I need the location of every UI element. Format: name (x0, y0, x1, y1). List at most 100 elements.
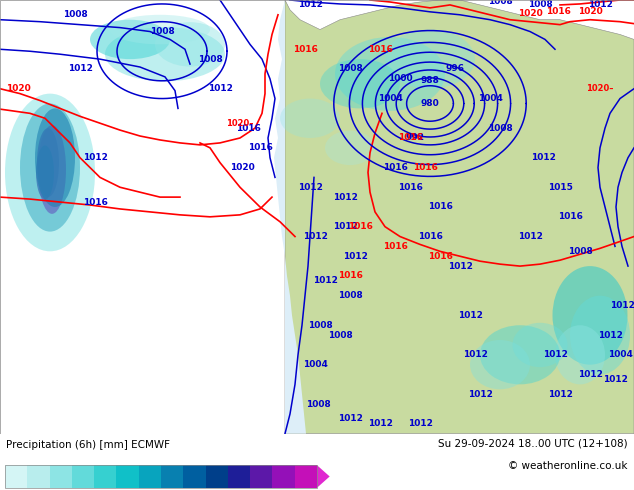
Text: 996: 996 (446, 65, 465, 74)
Ellipse shape (552, 266, 628, 365)
Text: 1008: 1008 (63, 10, 87, 19)
Bar (49, 465, 72, 488)
Text: 1012: 1012 (609, 301, 634, 310)
Text: 1008: 1008 (338, 291, 363, 300)
Text: 1012: 1012 (333, 193, 358, 201)
Bar (250, 465, 273, 488)
Text: 1008: 1008 (328, 331, 353, 340)
Text: 1016: 1016 (557, 212, 583, 221)
Bar (72, 465, 94, 488)
Ellipse shape (325, 131, 375, 165)
Ellipse shape (512, 323, 567, 367)
Ellipse shape (36, 146, 54, 199)
Text: 1012: 1012 (368, 419, 392, 428)
Text: 1020: 1020 (578, 7, 602, 16)
Ellipse shape (480, 325, 560, 384)
Text: 1012: 1012 (297, 0, 323, 9)
Polygon shape (285, 0, 634, 434)
Text: 1012: 1012 (207, 84, 233, 93)
Text: 1016: 1016 (368, 45, 392, 54)
Bar (27, 465, 49, 488)
Text: 1008: 1008 (150, 27, 174, 36)
Text: 1008: 1008 (488, 0, 512, 6)
Text: 1012: 1012 (543, 350, 567, 359)
Ellipse shape (37, 128, 59, 197)
Text: 1012: 1012 (82, 153, 107, 162)
Ellipse shape (280, 98, 340, 138)
Text: 1012: 1012 (458, 311, 482, 320)
Text: 1012: 1012 (578, 370, 602, 379)
Text: 1008: 1008 (488, 123, 512, 133)
Text: 1016: 1016 (247, 144, 273, 152)
Polygon shape (317, 465, 330, 488)
Ellipse shape (105, 27, 225, 81)
Text: 1008: 1008 (307, 321, 332, 330)
Text: 1016: 1016 (347, 222, 372, 231)
Bar (94, 465, 117, 488)
Text: © weatheronline.co.uk: © weatheronline.co.uk (508, 461, 628, 471)
Text: 1012: 1012 (602, 375, 628, 384)
Text: 1016: 1016 (292, 45, 318, 54)
Text: 1012: 1012 (313, 276, 337, 285)
Text: 1012: 1012 (342, 252, 368, 261)
Ellipse shape (155, 22, 225, 67)
Bar (117, 465, 139, 488)
Text: 1012: 1012 (467, 390, 493, 399)
Text: 1016: 1016 (546, 7, 571, 16)
Text: 1008: 1008 (198, 54, 223, 64)
Bar (5, 465, 27, 488)
Text: 1012: 1012 (297, 183, 323, 192)
Text: 1016: 1016 (413, 163, 437, 172)
Bar (228, 465, 250, 488)
Text: 1012: 1012 (517, 232, 543, 241)
Bar (161, 465, 183, 488)
Bar (183, 465, 205, 488)
Text: 1020–: 1020– (226, 119, 254, 128)
Ellipse shape (20, 103, 80, 232)
Text: 1016: 1016 (398, 183, 422, 192)
Ellipse shape (570, 295, 630, 374)
Text: 1020: 1020 (230, 163, 254, 172)
Text: 992: 992 (406, 133, 425, 143)
Bar (139, 465, 161, 488)
Ellipse shape (555, 325, 605, 384)
Text: 1008: 1008 (338, 65, 363, 74)
Text: 1020: 1020 (517, 9, 542, 18)
Text: 1012: 1012 (333, 222, 358, 231)
Text: 1012: 1012 (531, 153, 555, 162)
Text: 1016: 1016 (236, 123, 261, 133)
Bar (205, 465, 228, 488)
Text: 1016: 1016 (418, 232, 443, 241)
Ellipse shape (110, 15, 210, 45)
Ellipse shape (35, 108, 75, 207)
Text: 1012: 1012 (337, 415, 363, 423)
Text: 1012: 1012 (588, 0, 612, 9)
Text: 1016: 1016 (382, 163, 408, 172)
Text: 1004: 1004 (607, 350, 633, 359)
Text: 1008: 1008 (306, 399, 330, 409)
Text: 1008: 1008 (527, 0, 552, 9)
Text: 1015: 1015 (548, 183, 573, 192)
Text: 988: 988 (420, 76, 439, 85)
Text: 1012: 1012 (302, 232, 327, 241)
Text: 1004: 1004 (378, 94, 403, 103)
Text: 1004: 1004 (477, 94, 502, 103)
Bar (295, 465, 317, 488)
Text: 1012: 1012 (548, 390, 573, 399)
Text: 1012: 1012 (448, 262, 472, 270)
Ellipse shape (38, 125, 66, 214)
Text: 1016: 1016 (427, 202, 453, 212)
Text: 1012: 1012 (598, 331, 623, 340)
Ellipse shape (5, 94, 95, 251)
Text: 1012: 1012 (408, 419, 432, 428)
Text: 1016: 1016 (427, 252, 453, 261)
Text: 1020–: 1020– (586, 84, 614, 93)
Text: 980: 980 (420, 99, 439, 108)
Ellipse shape (90, 20, 170, 59)
Ellipse shape (320, 59, 400, 108)
Ellipse shape (335, 37, 445, 111)
Text: 1012: 1012 (463, 350, 488, 359)
Text: Su 29-09-2024 18..00 UTC (12+108): Su 29-09-2024 18..00 UTC (12+108) (438, 438, 628, 448)
Bar (5, 465, 317, 488)
Text: 1000: 1000 (387, 74, 412, 83)
